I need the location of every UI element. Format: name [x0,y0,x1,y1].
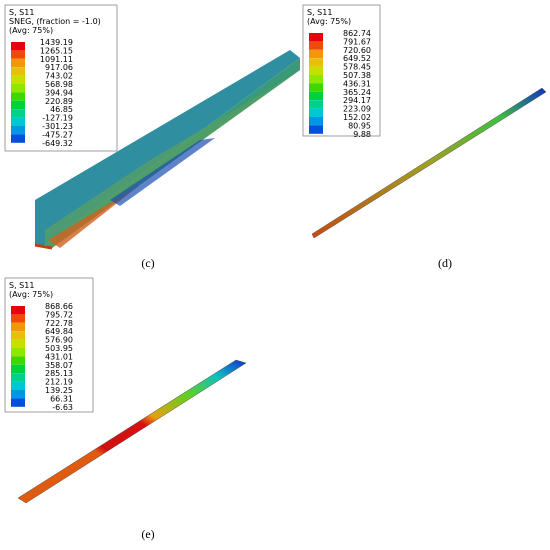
legend-value: -649.32 [42,139,73,148]
legend-swatch [309,125,323,134]
legend-value: 80.95 [348,121,371,130]
legend-swatch [11,126,25,135]
legend-heading: SNEG, (fraction = -1.0) [9,17,101,26]
legend-swatch [11,314,25,323]
legend-value: -301.23 [42,122,73,131]
legend-value: -127.19 [42,114,73,123]
legend-value: 722.78 [45,319,73,328]
legend-value: 223.09 [343,105,371,114]
caption: (c) [141,256,154,270]
legend-value: 578.45 [343,63,371,72]
legend-value: 1439.19 [40,38,73,47]
legend-value: -475.27 [42,130,73,139]
legend-value: 917.06 [45,63,73,72]
legend-heading: S, S11 [9,8,34,17]
legend-heading: (Avg: 75%) [9,290,53,299]
legend-value: 46.85 [50,105,73,114]
legend-heading: (Avg: 75%) [9,26,53,35]
legend-heading: S, S11 [9,281,34,290]
caption: (e) [141,527,154,541]
legend-swatch [11,50,25,59]
legend-value: 743.02 [45,72,73,81]
legend-value: -6.63 [52,403,73,412]
legend-value: 365.24 [343,88,371,97]
legend-value: 139.25 [45,386,73,395]
legend-value: 503.95 [45,344,73,353]
legend-swatch [309,75,323,84]
legend-swatch [11,306,25,315]
legend-swatch [11,364,25,374]
legend-swatch [11,331,25,340]
legend-swatch [309,108,323,117]
legend-swatch [11,92,25,101]
legend-swatch [309,58,323,67]
legend-swatch [309,41,323,50]
legend-swatch [11,75,25,84]
legend-swatch [11,356,25,365]
legend-value: 649.84 [45,327,73,336]
legend-value: 436.31 [343,79,371,88]
legend-value: 358.07 [45,361,73,370]
legend-value: 862.74 [343,29,371,38]
legend-value: 791.67 [343,37,371,46]
legend-value: 431.01 [45,352,73,361]
legend-swatch [309,91,323,101]
legend-value: 568.98 [45,80,73,89]
beam-e [17,359,247,504]
legend-value: 152.02 [343,113,371,122]
legend-swatch [11,100,25,110]
legend-value: 649.52 [343,54,371,63]
beam-c [34,50,300,250]
legend-swatch [309,100,323,109]
legend-heading: S, S11 [307,8,332,17]
legend-swatch [11,134,25,143]
legend-swatch [11,109,25,118]
legend-swatch [11,117,25,126]
legend-swatch [11,348,25,357]
legend-value: 66.31 [50,394,73,403]
legend-heading: (Avg: 75%) [307,17,351,26]
legend-swatch [11,322,25,332]
legend-swatch [11,339,25,348]
legend-swatch [11,58,25,68]
legend-swatch [11,84,25,93]
legend-value: 868.66 [45,302,73,311]
legend-swatch [309,117,323,126]
legend-value: 720.60 [343,46,371,55]
legend-value: 220.89 [45,97,73,106]
legend-value: 394.94 [45,88,73,97]
legend-value: 795.72 [45,310,73,319]
legend-swatch [309,49,323,59]
legend-value: 294.17 [343,96,371,105]
legend-value: 1091.11 [40,55,73,64]
legend-value: 576.90 [45,336,73,345]
legend-swatch [309,33,323,42]
legend-value: 212.19 [45,378,73,387]
legend-swatch [11,373,25,382]
legend-value: 9.88 [353,130,371,139]
legend-value: 507.38 [343,71,371,80]
legend-swatch [11,381,25,390]
legend-value: 285.13 [45,369,73,378]
caption: (d) [438,256,452,270]
legend-swatch [11,42,25,51]
legend-swatch [11,398,25,407]
legend-value: 1265.15 [40,46,73,55]
legend-swatch [11,390,25,399]
legend-swatch [11,67,25,76]
beam-d [311,87,547,239]
legend-swatch [309,83,323,92]
legend-swatch [309,66,323,75]
